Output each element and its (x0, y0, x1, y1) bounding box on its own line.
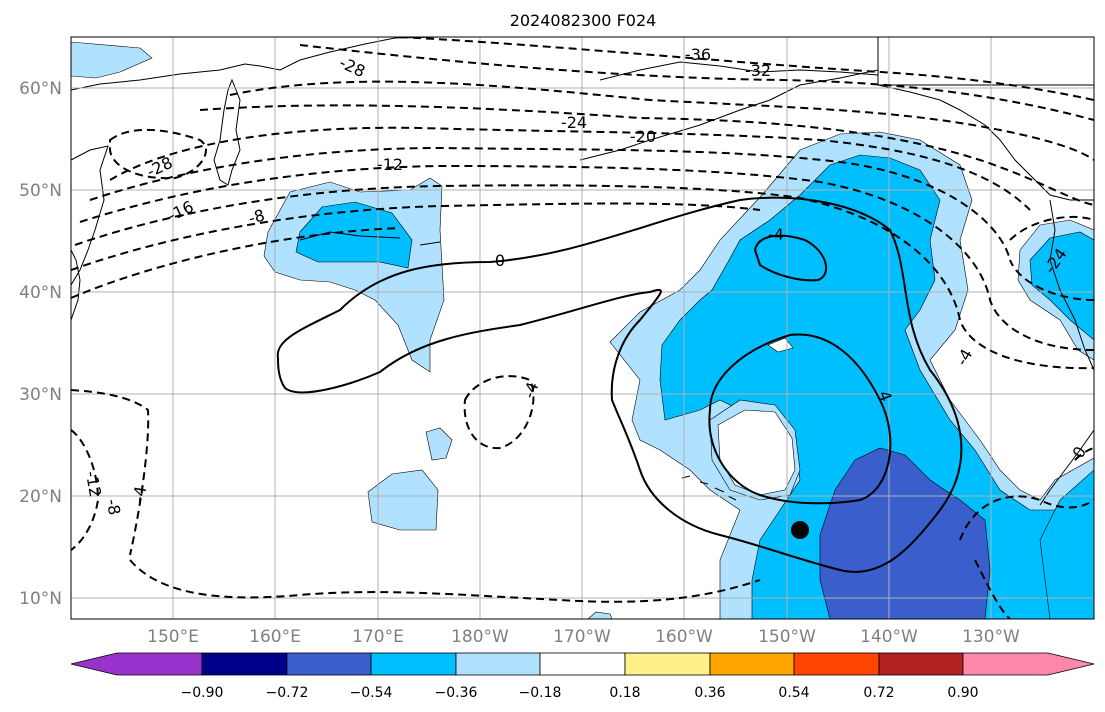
lat-label: 50°N (19, 181, 62, 201)
colorbar-tick-label: 0.18 (609, 685, 640, 701)
contour-labels: -36 -32 -28 -28 -24 -20 -24 -16 -12 -8 0… (82, 45, 1090, 517)
coast-asia-east (71, 145, 109, 286)
contours-solid (276, 196, 963, 573)
colorbar-tick-label: 0.54 (778, 685, 809, 701)
lon-label: 150°W (758, 627, 816, 647)
contour-pos-hawaii (708, 333, 892, 505)
lat-label: 60°N (19, 79, 62, 99)
colorbar-tick-label: −0.54 (350, 685, 393, 701)
lon-label: 170°E (352, 627, 404, 647)
map-panel: -36 -32 -28 -28 -24 -20 -24 -16 -12 -8 0… (71, 37, 1094, 619)
colorbar-bin (286, 652, 372, 676)
colorbar-labels: −0.90 −0.72 −0.54 −0.36 −0.18 0.18 0.36 … (181, 685, 979, 701)
colorbar-tick-label: −0.90 (181, 685, 224, 701)
contour-label: -12 (82, 470, 105, 499)
coast-siberia (71, 37, 441, 91)
lat-label: 10°N (19, 589, 62, 609)
lat-label: 30°N (19, 385, 62, 405)
coast-mexico (1039, 429, 1094, 506)
contour-pos-north (753, 234, 827, 282)
map-title: 2024082300 F024 (510, 11, 657, 30)
contour-zero (276, 196, 963, 573)
colorbar-tick-label: −0.18 (519, 685, 562, 701)
colorbar-tick-label: 0.36 (694, 685, 725, 701)
contour-label: 0 (495, 251, 505, 270)
colorbar (70, 652, 1095, 676)
lon-label: 150°E (147, 627, 199, 647)
storm-marker (791, 521, 809, 539)
lat-label: 20°N (19, 487, 62, 507)
shade-light-tiny (587, 611, 613, 619)
colorbar-bin (370, 652, 457, 676)
shade-light-nw (71, 41, 153, 79)
lon-label: 130°W (962, 627, 1020, 647)
coast-canada (877, 84, 1094, 201)
contour-label: -4 (768, 225, 784, 244)
lon-label: 180°W (451, 627, 509, 647)
contour-label: -32 (745, 61, 771, 80)
lat-label: 40°N (19, 283, 62, 303)
colorbar-bin (539, 652, 626, 676)
colorbar-extend-high (962, 652, 1095, 676)
coast-japan (71, 249, 81, 321)
lon-label: 140°W (860, 627, 918, 647)
contour-label: -4 (519, 379, 542, 400)
contour-label: -20 (630, 127, 656, 146)
colorbar-bin (201, 652, 288, 676)
shade-dark-core (819, 447, 991, 619)
latitude-labels: 60°N 50°N 40°N 30°N 20°N 10°N (19, 79, 62, 609)
colorbar-bin (455, 652, 541, 676)
colorbar-bin (878, 652, 964, 676)
contour-label: -36 (685, 45, 711, 64)
contour-label: -8 (103, 498, 124, 517)
colorbar-extend-low (70, 652, 203, 676)
colorbar-tick-label: −0.36 (435, 685, 478, 701)
longitude-labels: 150°E 160°E 170°E 180°W 170°W 160°W 150°… (147, 627, 1020, 647)
shade-mid-westcoast (1029, 231, 1094, 341)
colorbar-bin (793, 652, 880, 676)
coast-kamchatka (213, 78, 241, 186)
coast-uscoast (1049, 199, 1094, 371)
lon-label: 170°W (553, 627, 611, 647)
colorbar-bin (709, 652, 795, 676)
contour-label: -12 (377, 155, 403, 174)
colorbar-tick-label: −0.72 (266, 685, 309, 701)
lon-label: 160°E (249, 627, 301, 647)
map-frame (70, 36, 1095, 620)
colorbar-tick-label: 0.90 (947, 685, 978, 701)
islands-hawaii (681, 475, 737, 501)
shade-light-blob2 (425, 427, 453, 461)
shade-light-blob1 (367, 469, 439, 531)
colorbar-tick-label: 0.72 (863, 685, 894, 701)
contour-label: -24 (561, 113, 587, 132)
lon-label: 160°W (655, 627, 713, 647)
contour-label: -4 (129, 485, 150, 504)
contour-label: -8 (246, 205, 266, 227)
colorbar-bin (624, 652, 711, 676)
coast-alaska-n (599, 61, 879, 81)
contours-negative (71, 37, 1094, 619)
